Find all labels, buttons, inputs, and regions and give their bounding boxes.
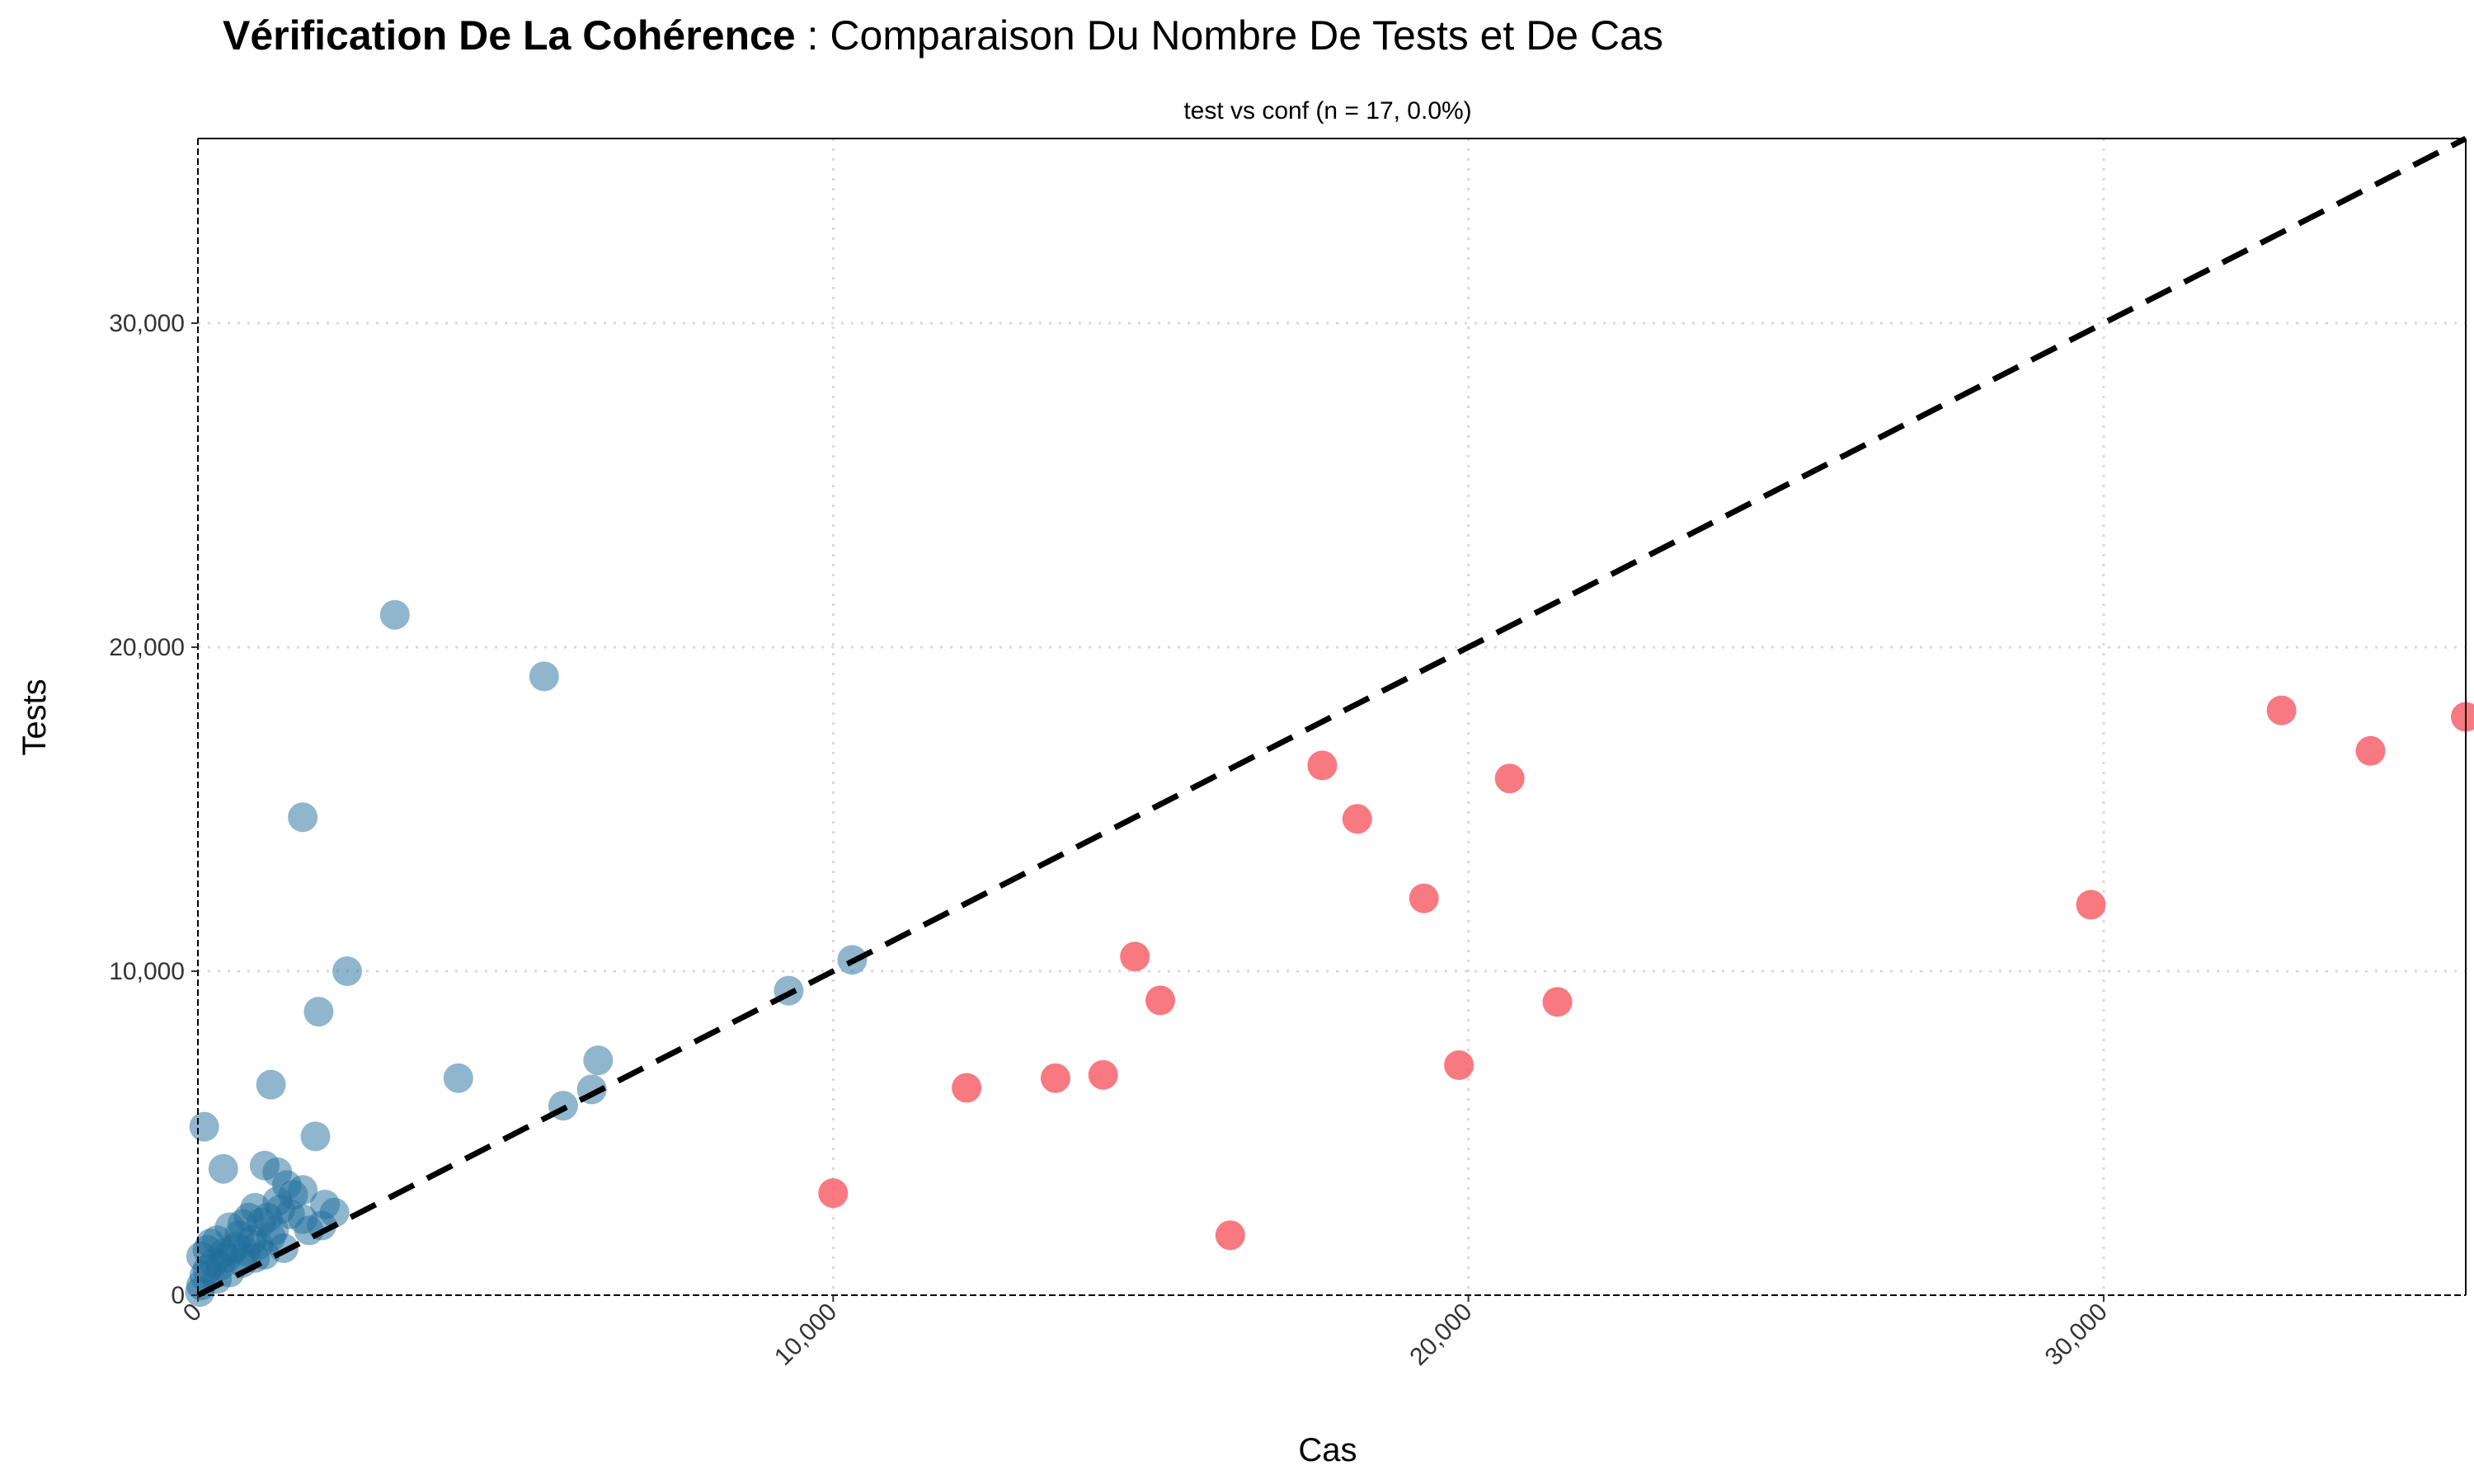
y-tick-label: 30,000 — [109, 310, 185, 337]
point-consistent — [379, 599, 410, 630]
point-consistent — [208, 1153, 238, 1184]
y-tick-label: 10,000 — [109, 958, 185, 985]
point-inconsistent — [1120, 942, 1150, 972]
x-axis-title: Cas — [1298, 1432, 1357, 1468]
point-inconsistent — [1409, 883, 1439, 913]
x-tick-label: 10,000 — [769, 1298, 842, 1371]
reference-line-group — [196, 135, 2467, 1298]
point-inconsistent — [1542, 987, 1573, 1017]
point-consistent — [256, 1069, 286, 1100]
point-inconsistent — [2451, 702, 2474, 732]
chart-title-bold: Vérification De La Cohérence — [223, 12, 796, 59]
point-consistent — [303, 997, 334, 1027]
point-consistent — [189, 1111, 219, 1142]
point-consistent — [583, 1045, 614, 1076]
point-inconsistent — [952, 1073, 982, 1103]
y-axis-title: Tests — [16, 679, 53, 755]
point-inconsistent — [1088, 1059, 1118, 1090]
y-ticks: 0 10,000 20,000 30,000 — [109, 310, 198, 1309]
point-inconsistent — [818, 1178, 849, 1209]
point-consistent — [443, 1063, 473, 1093]
point-consistent — [300, 1121, 331, 1152]
point-consistent — [186, 1241, 216, 1271]
point-inconsistent — [1494, 763, 1525, 794]
point-inconsistent — [2355, 735, 2386, 766]
point-consistent — [256, 1222, 286, 1252]
x-tick-label: 30,000 — [2040, 1298, 2113, 1371]
chart-subtitle: test vs conf (n = 17, 0.0%) — [1183, 97, 1471, 124]
data-points — [185, 599, 2474, 1308]
point-consistent — [240, 1242, 270, 1273]
y-tick-label: 0 — [171, 1282, 185, 1309]
point-consistent — [529, 661, 559, 692]
diagonal-reference-line — [196, 135, 2467, 1298]
chart-title-rest: : Comparaison Du Nombre De Tests et De C… — [795, 12, 1663, 59]
grid-lines — [198, 139, 2466, 1295]
point-inconsistent — [2266, 695, 2297, 726]
chart-title: Vérification De La Cohérence : Comparais… — [223, 12, 1663, 59]
point-consistent — [332, 956, 362, 986]
point-inconsistent — [1342, 804, 1372, 834]
point-inconsistent — [1215, 1220, 1245, 1251]
point-inconsistent — [1444, 1050, 1475, 1080]
plot-frame — [197, 138, 2467, 1296]
point-inconsistent — [1145, 985, 1175, 1016]
point-inconsistent — [1040, 1063, 1070, 1093]
y-tick-label: 20,000 — [109, 634, 185, 661]
x-tick-label: 20,000 — [1404, 1298, 1477, 1371]
x-ticks: 0 10,000 20,000 30,000 — [178, 1295, 2113, 1371]
point-inconsistent — [1307, 750, 1338, 781]
point-consistent — [288, 802, 318, 833]
point-inconsistent — [2076, 890, 2106, 920]
